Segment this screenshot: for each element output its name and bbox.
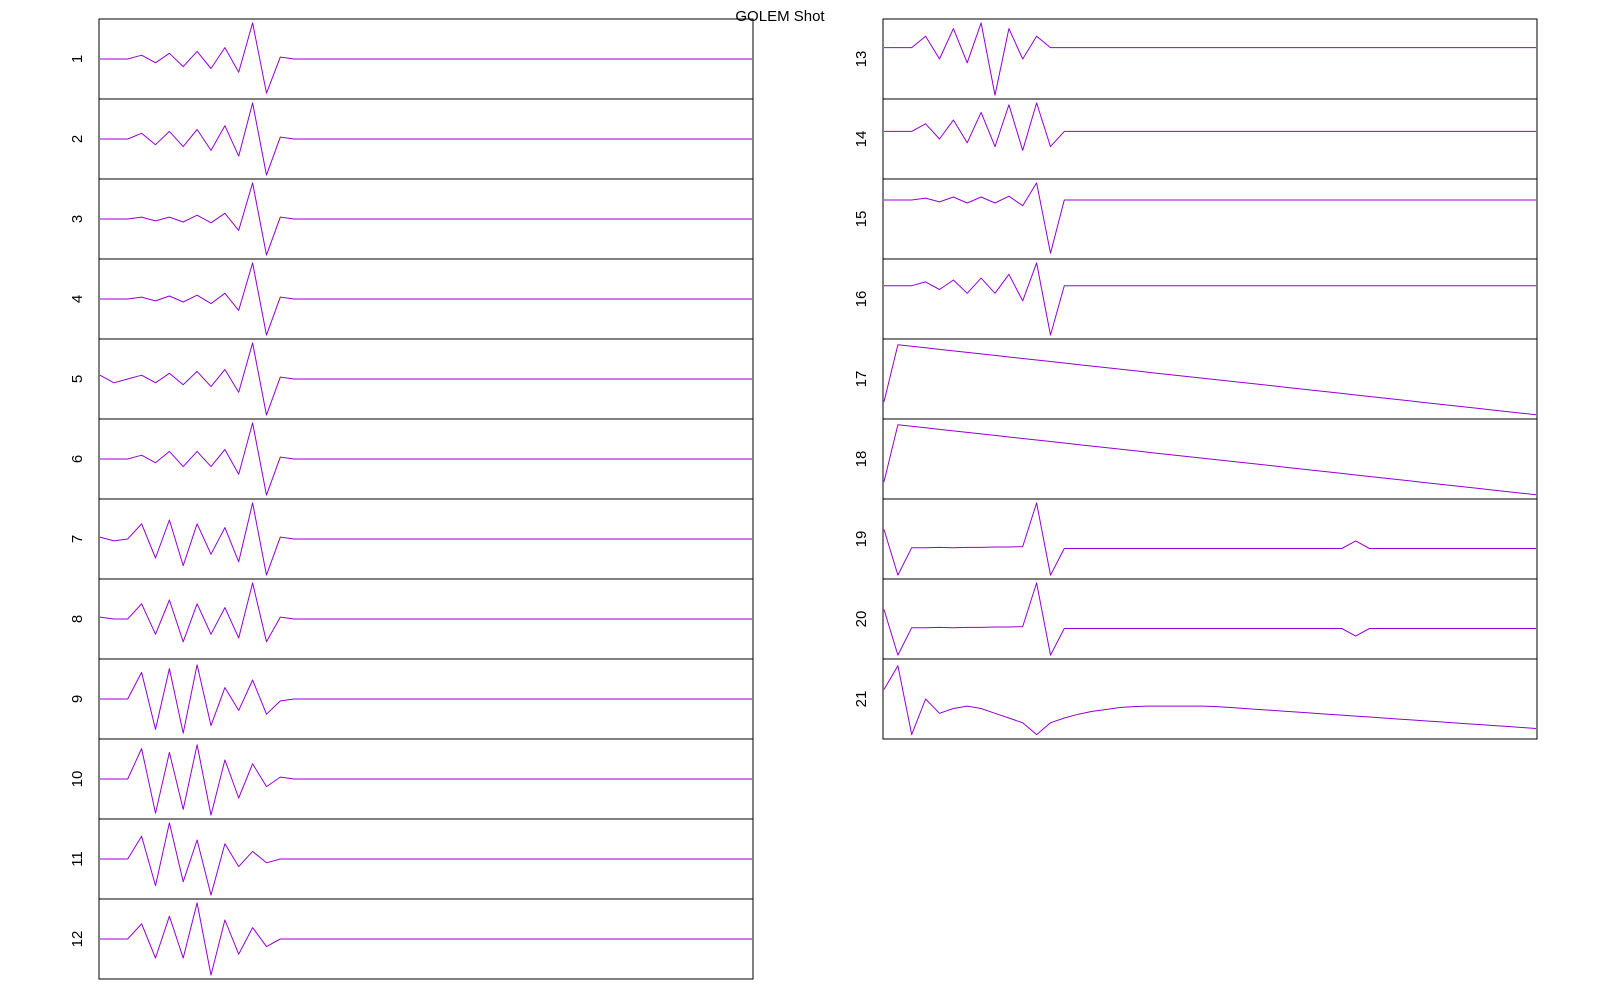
signal-trace — [884, 182, 1536, 254]
signal-trace — [884, 102, 1536, 151]
panel-label: 8 — [69, 615, 86, 623]
panel-label: 11 — [69, 851, 86, 867]
panel-frame — [882, 18, 1538, 100]
signal-trace — [100, 262, 752, 336]
signal-trace — [883, 424, 1537, 496]
panel-frame — [98, 898, 754, 980]
signal-trace — [884, 262, 1536, 336]
panel-frame — [882, 258, 1538, 340]
panel-label: 6 — [69, 455, 86, 463]
panel-label: 20 — [853, 611, 870, 628]
panel-label: 3 — [69, 215, 86, 223]
signal-trace — [100, 422, 752, 496]
panel-label: 4 — [69, 295, 86, 303]
panel-label: 16 — [853, 291, 870, 308]
panel-label: 18 — [853, 451, 870, 468]
panel-label: 12 — [69, 931, 86, 948]
signal-trace — [99, 502, 752, 576]
panel-label: 10 — [69, 771, 86, 788]
signal-trace — [884, 22, 1536, 96]
signal-trace — [883, 344, 1537, 416]
signal-trace — [883, 502, 1536, 576]
signal-trace — [99, 342, 752, 416]
signal-trace — [883, 582, 1536, 656]
signal-trace — [100, 182, 752, 256]
signal-trace — [100, 822, 752, 896]
panel-label: 7 — [69, 535, 86, 543]
panel-frame — [882, 498, 1538, 580]
signal-trace — [100, 102, 752, 176]
panel-frame — [882, 658, 1538, 740]
signal-trace — [99, 582, 752, 643]
signal-trace — [100, 664, 752, 734]
figure-title: GOLEM Shot — [735, 8, 825, 25]
panel-frame — [882, 98, 1538, 180]
signal-trace — [100, 22, 752, 94]
panel-label: 5 — [69, 375, 86, 383]
panel-label: 13 — [853, 51, 870, 68]
panel-label: 17 — [853, 371, 870, 388]
signal-trace — [100, 744, 752, 816]
panel-label: 21 — [853, 691, 870, 708]
panel-label: 15 — [853, 211, 870, 228]
panel-frame — [882, 578, 1538, 660]
panel-label: 19 — [853, 531, 870, 548]
panel-label: 14 — [853, 131, 870, 148]
panel-label: 2 — [69, 135, 86, 143]
panel-label: 9 — [69, 695, 86, 703]
panel-frame — [882, 178, 1538, 260]
panel-label: 1 — [69, 55, 86, 63]
signal-trace — [100, 902, 752, 976]
signal-trace — [883, 665, 1537, 736]
